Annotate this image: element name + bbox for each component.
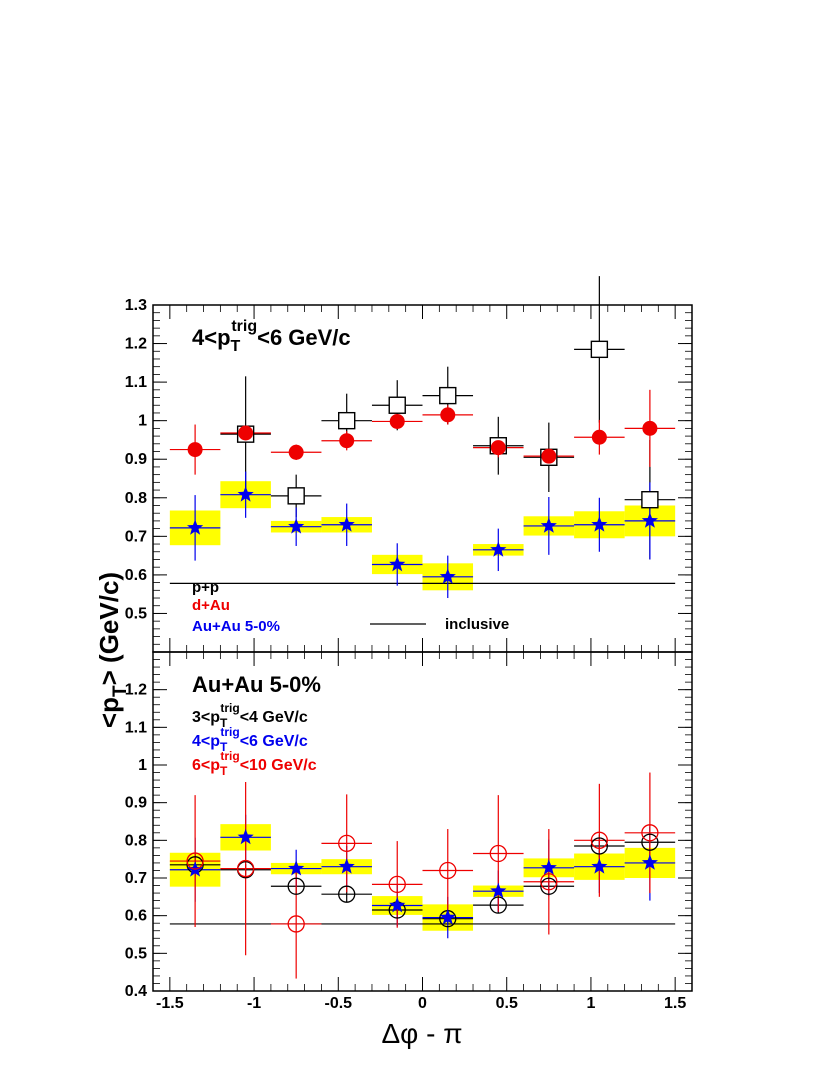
top-y-tick-label: 1 bbox=[138, 413, 147, 430]
top-series-0-point bbox=[590, 340, 609, 359]
bottom-series-2-point bbox=[186, 852, 204, 870]
bottom-y-tick-label: 0.6 bbox=[125, 908, 147, 925]
top-series-2-point bbox=[237, 486, 254, 502]
bottom-y-tick-label: 0.9 bbox=[125, 795, 147, 812]
bottom-y-tick-label: 0.5 bbox=[125, 945, 147, 962]
legend-inclusive-label: inclusive bbox=[445, 616, 509, 633]
top-series-2-point bbox=[641, 512, 658, 528]
bottom-legend-entry-4-6: 4<pTtrig<6 GeV/c bbox=[192, 725, 308, 754]
bottom-series-2-point bbox=[590, 831, 609, 849]
bottom-y-tick-label: 1 bbox=[138, 757, 147, 774]
bottom-series-1-point bbox=[439, 909, 456, 925]
bottom-series-2-point bbox=[540, 873, 558, 891]
bottom-series-1-point bbox=[338, 858, 355, 874]
bottom-series-2-point bbox=[236, 859, 255, 878]
bottom-series-0-point bbox=[489, 896, 507, 914]
bottom-series-1-point bbox=[237, 828, 254, 845]
x-tick-label: -0.5 bbox=[324, 995, 352, 1012]
bottom-y-tick-label: 1.2 bbox=[125, 682, 147, 699]
bottom-series-2-point bbox=[641, 824, 659, 842]
x-axis-title: Δφ - π bbox=[381, 1018, 462, 1049]
top-series-1-point bbox=[440, 407, 456, 423]
bottom-series-1-point bbox=[641, 854, 658, 870]
bottom-series-1-point bbox=[591, 858, 608, 874]
top-y-tick-label: 0.8 bbox=[125, 490, 147, 507]
top-y-tick-label: 0.7 bbox=[125, 528, 147, 545]
top-series-1-point bbox=[389, 413, 405, 429]
top-series-2-point bbox=[338, 516, 355, 532]
bottom-series-0-point bbox=[641, 833, 659, 851]
x-tick-label: 0 bbox=[418, 995, 427, 1012]
top-series-1-point bbox=[591, 429, 607, 445]
bottom-panel-title: Au+Au 5-0% bbox=[192, 672, 321, 697]
top-series-1-point bbox=[339, 433, 355, 449]
top-panel-frame bbox=[152, 304, 693, 653]
bottom-y-tick-label: 0.7 bbox=[125, 870, 147, 887]
top-series-1-point bbox=[288, 444, 304, 460]
top-panel-title: 4<pTtrig<6 GeV/c bbox=[192, 318, 351, 355]
legend-entry-auau: Au+Au 5-0% bbox=[192, 618, 280, 635]
top-series-2-point bbox=[490, 541, 507, 557]
bottom-series-0-point bbox=[287, 877, 305, 895]
top-y-tick-label: 0.6 bbox=[125, 567, 147, 584]
x-tick-label: -1 bbox=[247, 995, 261, 1012]
bottom-legend-entry-6-10: 6<pTtrig<10 GeV/c bbox=[192, 749, 317, 778]
top-series-0-point bbox=[439, 386, 457, 405]
bottom-series-1-point bbox=[490, 882, 507, 899]
x-tick-label: 1.5 bbox=[664, 995, 686, 1012]
x-tick-label: 0.5 bbox=[496, 995, 518, 1012]
top-y-tick-label: 0.9 bbox=[125, 451, 147, 468]
bottom-series-1-point bbox=[540, 859, 557, 875]
legend-entry-pp: p+p bbox=[192, 579, 219, 596]
top-series-1-point bbox=[642, 420, 658, 436]
bottom-panel bbox=[169, 772, 676, 979]
x-tick-label: -1.5 bbox=[156, 995, 184, 1012]
top-series-1-point bbox=[541, 448, 557, 464]
top-series-2-point bbox=[540, 517, 557, 533]
top-y-tick-label: 1.1 bbox=[125, 374, 147, 391]
bottom-y-tick-label: 1.1 bbox=[125, 719, 147, 736]
bottom-legend-entry-3-4: 3<pTtrig<4 GeV/c bbox=[192, 701, 308, 730]
top-series-2-point bbox=[591, 516, 608, 532]
top-series-2-point bbox=[439, 568, 456, 584]
top-series-1-point bbox=[187, 442, 203, 458]
bottom-y-tick-label: 0.8 bbox=[125, 832, 147, 849]
x-tick-label: 1 bbox=[586, 995, 595, 1012]
bottom-series-2-point bbox=[388, 875, 406, 894]
top-y-tick-label: 0.5 bbox=[125, 605, 147, 622]
bottom-series-2-point bbox=[489, 844, 507, 863]
top-series-0-point bbox=[287, 487, 305, 505]
bottom-series-0-point bbox=[540, 877, 558, 895]
bottom-series-1-point bbox=[288, 860, 305, 876]
top-series-2-point bbox=[389, 555, 406, 572]
legend-entry-dau: d+Au bbox=[192, 597, 230, 614]
bottom-series-2-point bbox=[287, 915, 305, 933]
bottom-y-tick-label: 0.4 bbox=[125, 983, 147, 1000]
top-panel bbox=[169, 276, 676, 599]
y-axis-title: <pT> (GeV/c) bbox=[94, 572, 131, 728]
top-series-0-point bbox=[388, 396, 406, 414]
top-series-0-point bbox=[641, 491, 659, 509]
top-series-2-point bbox=[288, 518, 305, 534]
bottom-series-0-point bbox=[338, 885, 356, 903]
top-y-tick-label: 1.2 bbox=[125, 336, 147, 353]
top-series-2-point bbox=[187, 519, 204, 535]
top-y-tick-label: 1.3 bbox=[125, 297, 147, 314]
top-series-1-point bbox=[490, 440, 506, 456]
bottom-series-1-point bbox=[389, 897, 406, 913]
bottom-series-0-point bbox=[590, 837, 609, 855]
bottom-series-2-point bbox=[439, 861, 457, 880]
top-series-0-point bbox=[338, 411, 356, 430]
axes: 0.5 0.6 0.7 0.8 0.9 1 1.1 1.2 1.3 0.4 0.5 0.6 0.7 0.8… bbox=[125, 297, 693, 1012]
bottom-series-2-point bbox=[338, 834, 356, 852]
top-series-1-point bbox=[238, 425, 254, 441]
